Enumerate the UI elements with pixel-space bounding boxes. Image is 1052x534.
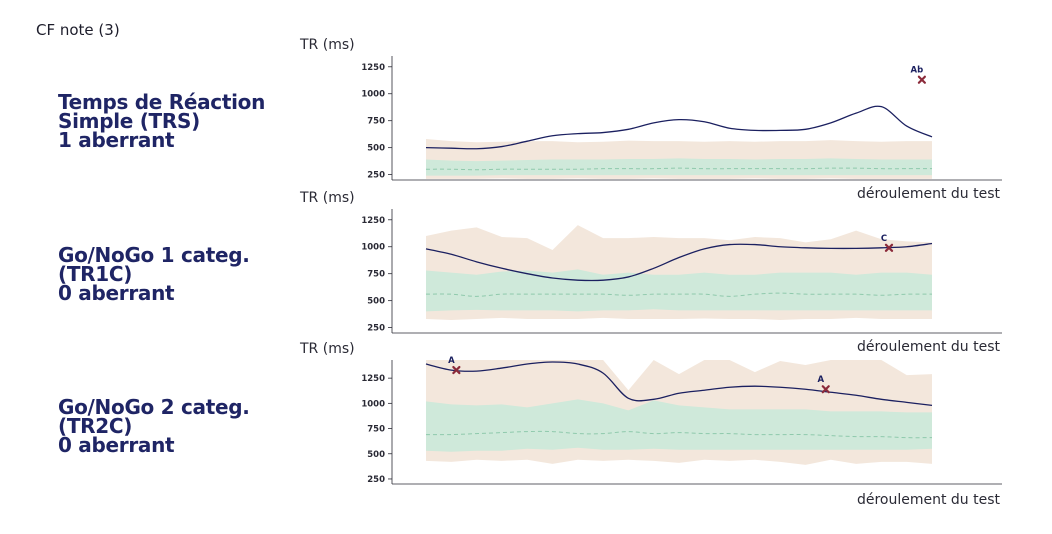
marker-label: A	[448, 356, 455, 366]
y-tick-label: 1000	[361, 399, 385, 409]
median-line	[425, 292, 933, 297]
test-title-line: Simple (TRS)	[58, 109, 200, 133]
marker-x-icon	[884, 243, 894, 252]
y-axis-label: TR (ms)	[300, 190, 355, 206]
marker-label: C	[881, 234, 887, 244]
median-line	[425, 167, 932, 171]
y-tick-label: 250	[367, 475, 385, 485]
flag-marker: A	[448, 356, 461, 375]
x-axis-label: déroulement du test	[856, 492, 1000, 508]
test-title-line: 0 aberrant	[58, 281, 175, 305]
inner-range-band	[426, 399, 932, 452]
y-tick-label: 1000	[361, 90, 385, 100]
y-tick-label: 500	[367, 144, 385, 154]
test-title-line: Go/NoGo 1 categ.	[58, 243, 250, 267]
marker-label: A	[817, 375, 824, 385]
note-label: CF note (3)	[36, 21, 120, 39]
flag-marker: A	[817, 375, 830, 394]
x-axis-label: déroulement du test	[856, 186, 1000, 202]
marker-x-icon	[917, 75, 926, 84]
test-title-line: 1 aberrant	[58, 128, 175, 152]
y-tick-label: 750	[367, 425, 385, 435]
test-title-tr2c: Go/NoGo 2 categ. (TR2C) 0 aberrant	[58, 395, 250, 457]
inner-range-band	[426, 158, 932, 176]
median-line	[425, 430, 933, 439]
y-axis-label: TR (ms)	[300, 37, 355, 53]
marker-label: Ab	[911, 66, 924, 76]
test-title-line: Temps de Réaction	[58, 90, 266, 114]
marker-x-icon	[452, 365, 461, 375]
y-tick-label: 1250	[361, 216, 385, 226]
series-line	[425, 105, 933, 150]
x-axis-label: déroulement du test	[856, 339, 1000, 355]
inner-range-band	[426, 269, 932, 312]
y-tick-label: 250	[367, 324, 385, 334]
series-line	[425, 361, 933, 407]
chart-tr1c: 250 500 750 1000 1250 C	[361, 209, 1002, 334]
y-tick-label: 750	[367, 117, 385, 127]
marker-x-icon	[821, 385, 830, 394]
series-line	[425, 242, 933, 282]
y-tick-label: 500	[367, 450, 385, 460]
y-tick-label: 750	[367, 270, 385, 280]
test-title-line: Go/NoGo 2 categ.	[58, 395, 250, 419]
flag-marker: Ab	[911, 66, 926, 84]
chart-tr2c: 250 500 750 1000 1250 A A	[361, 356, 1002, 485]
y-tick-label: 1000	[361, 243, 385, 253]
test-title-line: (TR2C)	[58, 414, 133, 438]
test-title-tr1c: Go/NoGo 1 categ. (TR1C) 0 aberrant	[58, 243, 250, 305]
y-tick-label: 250	[367, 171, 385, 181]
flag-marker: C	[881, 234, 894, 252]
y-tick-label: 500	[367, 297, 385, 307]
y-axis-label: TR (ms)	[300, 341, 355, 357]
y-tick-label: 1250	[361, 63, 385, 73]
test-title-line: (TR1C)	[58, 262, 133, 286]
test-title-trs: Temps de Réaction Simple (TRS) 1 aberran…	[58, 90, 266, 152]
test-title-line: 0 aberrant	[58, 433, 175, 457]
chart-trs: 250 500 750 1000 1250 Ab	[361, 56, 1002, 181]
y-tick-label: 1250	[361, 374, 385, 384]
